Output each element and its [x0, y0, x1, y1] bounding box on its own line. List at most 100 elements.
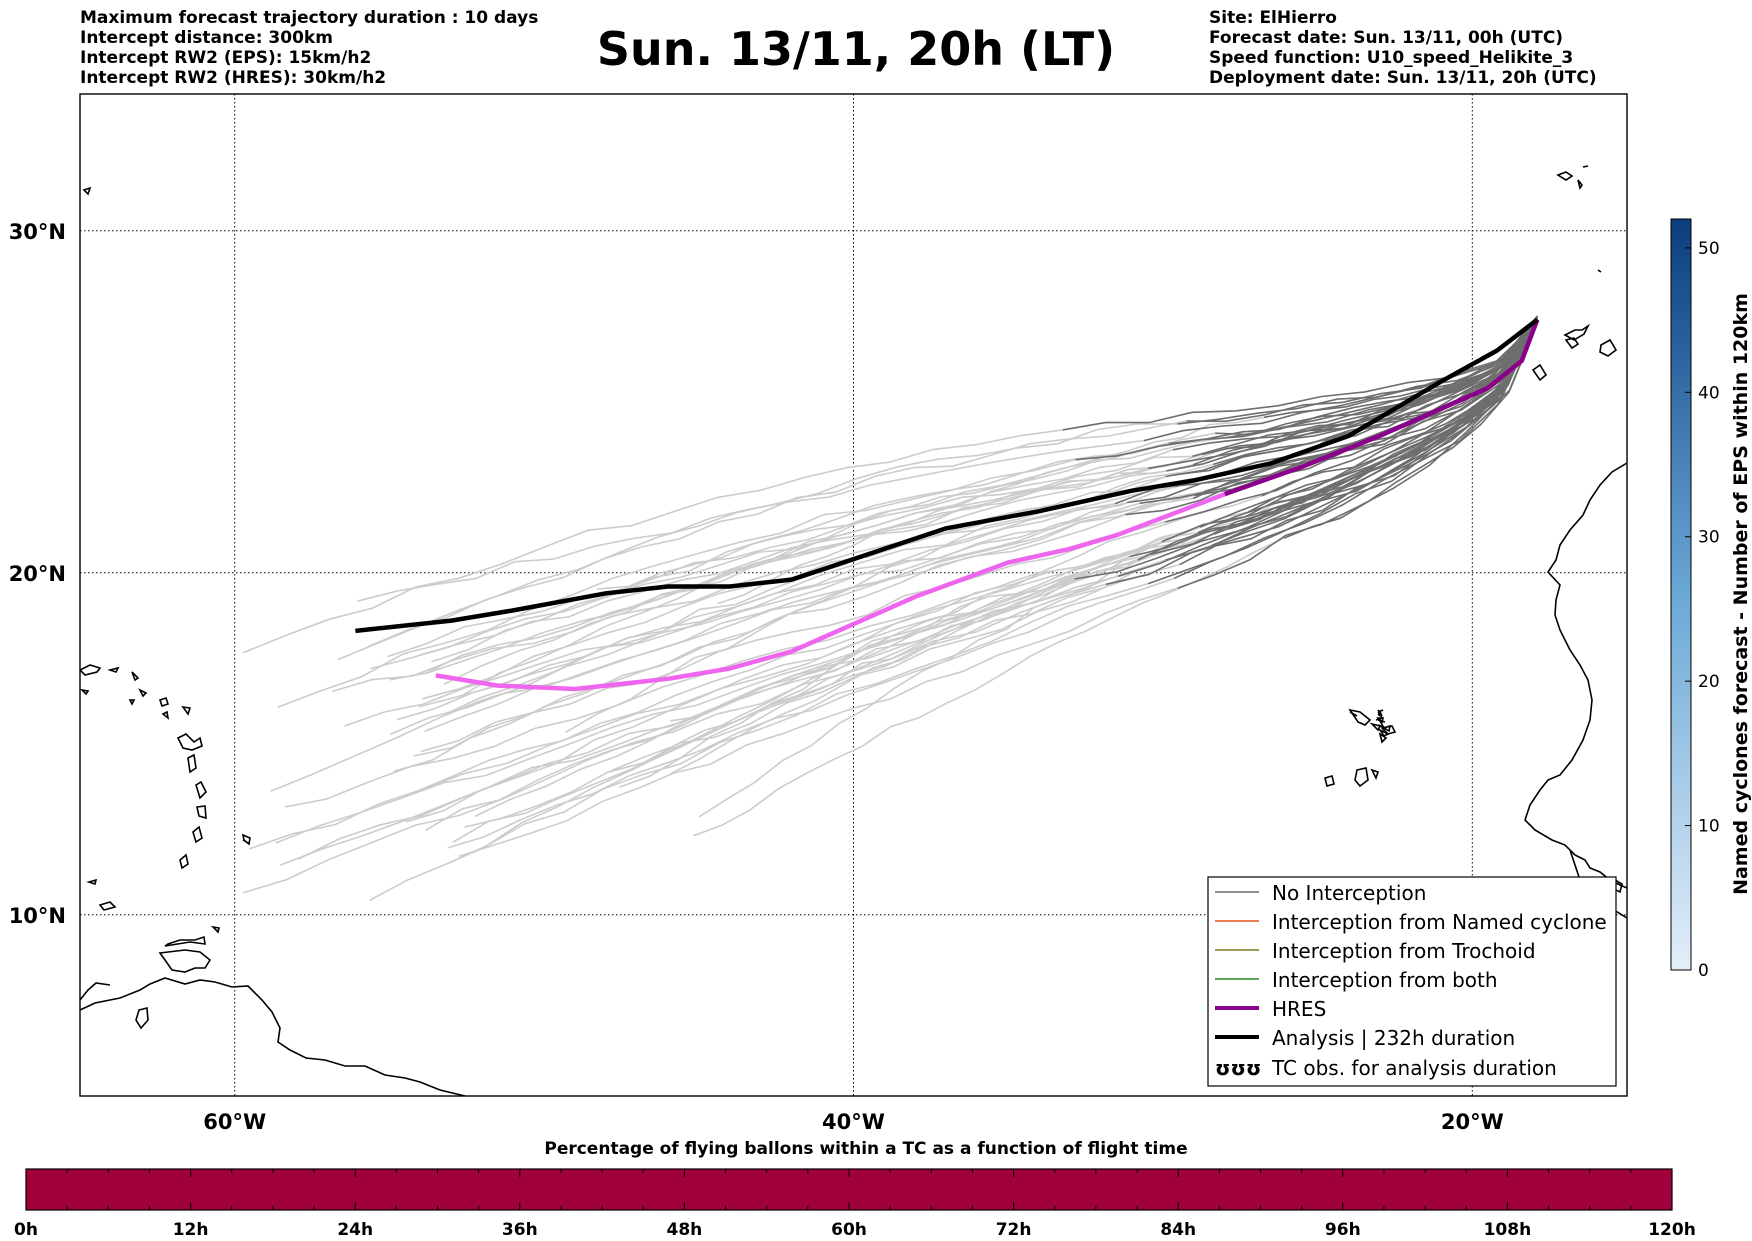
- madeira-2: [1577, 179, 1583, 190]
- eps-trajectory-light: [242, 429, 1063, 654]
- trinidad-south: [158, 949, 212, 973]
- island-leeward-3: [128, 699, 136, 706]
- cape-verde-brava: [1370, 768, 1380, 781]
- madeira-3: [1582, 165, 1589, 168]
- africa-coast: [1524, 462, 1627, 889]
- cape-verde-10: [1377, 709, 1381, 713]
- eps-trajectory-light: [458, 587, 1179, 858]
- eps-trajectory-dark: [1161, 323, 1538, 543]
- eps-trajectory-dark: [1125, 320, 1538, 516]
- header-right-line-4: Deployment date: Sun. 13/11, 20h (UTC): [1209, 68, 1597, 88]
- colorbar-gradient: [1670, 218, 1692, 971]
- legend-box: [1207, 876, 1617, 1087]
- colorbar-tick-label: 40: [1698, 383, 1720, 403]
- eps-trajectory-light: [367, 420, 1187, 648]
- header-left-line-3: Intercept RW2 (EPS): 15km/h2: [80, 48, 372, 68]
- time-bar-tick-label: 96h: [1325, 1220, 1361, 1240]
- eps-trajectory-light: [279, 575, 1119, 866]
- lesser-antilles-3: [196, 805, 207, 820]
- analysis-track: [355, 317, 1539, 634]
- eps-trajectory-light: [396, 481, 1196, 721]
- lon-tick-label: 20°W: [1441, 1110, 1504, 1134]
- colorbar-ticks: 0 10 20 30 40 50: [1685, 239, 1720, 981]
- eps-trajectory-light: [424, 470, 1167, 675]
- eps-trajectory-light: [270, 503, 1116, 792]
- eps-trajectory-light: [717, 416, 1265, 605]
- lesser-antilles-4: [195, 780, 207, 800]
- time-bar-tick-label: 24h: [337, 1220, 373, 1240]
- eps-trajectory-dark: [1186, 323, 1538, 423]
- lon-tick-label: 40°W: [822, 1110, 885, 1134]
- colorbar-label: Named cyclones forecast - Number of EPS …: [1730, 293, 1752, 895]
- legend-swatch-tc-obs: ʊʊʊ: [1215, 1056, 1261, 1080]
- eps-trajectory-light: [357, 439, 1145, 602]
- header-left: Maximum forecast trajectory duration : 1…: [80, 8, 538, 88]
- time-bar-tick-label: 84h: [1160, 1220, 1196, 1240]
- madeira: [1556, 171, 1574, 181]
- margarita: [98, 901, 117, 911]
- virgin-islands-3: [131, 671, 140, 682]
- header-right: Site: ElHierro Forecast date: Sun. 13/11…: [1209, 8, 1597, 88]
- colorbar-tick-label: 20: [1698, 672, 1720, 692]
- legend-label-trochoid: Interception from Trochoid: [1272, 939, 1536, 963]
- header-right-line-3: Speed function: U10_speed_Helikite_3: [1209, 48, 1574, 68]
- cape-verde-santiago: [1354, 767, 1369, 788]
- eps-trajectory-dark: [1075, 323, 1538, 461]
- cape-verde-isl-2: [1377, 724, 1385, 728]
- cape-verde-7: [1377, 727, 1390, 738]
- legend-label-named-cyclone: Interception from Named cyclone: [1272, 910, 1607, 934]
- legend-label-both: Interception from both: [1272, 968, 1498, 992]
- colorbar-tick-label: 10: [1698, 817, 1720, 837]
- legend-label-tc-obs: TC obs. for analysis duration: [1271, 1056, 1557, 1080]
- hres-track-late: [435, 491, 1226, 692]
- time-bar-tick-label: 72h: [996, 1220, 1032, 1240]
- time-bar-tick-label: 120h: [1648, 1220, 1696, 1240]
- lat-tick-label: 30°N: [9, 220, 66, 244]
- tobago: [210, 925, 220, 934]
- colorbar: 0 10 20 30 40 50 Named cyclones forecast - Nu…: [1670, 218, 1752, 981]
- eps-trajectory-light: [464, 563, 1180, 828]
- time-bar-tick-label: 0h: [14, 1220, 38, 1240]
- eps-trajectory-light: [420, 521, 1166, 753]
- island-barbuda: [242, 839, 249, 844]
- lesser-antilles-5: [187, 753, 197, 774]
- canary-islands-2: [1599, 338, 1618, 357]
- island-2: [86, 878, 98, 886]
- time-bar: Percentage of flying ballons within a TC…: [14, 1139, 1696, 1240]
- colorbar-tick-label: 0: [1698, 961, 1709, 981]
- cape-verde-fogo: [1324, 775, 1335, 787]
- eps-trajectory-light: [331, 485, 1176, 693]
- cape-verde-boavista-isl: [1378, 732, 1388, 744]
- eps-trajectory-light: [389, 464, 1194, 681]
- time-bar-tick-label: 108h: [1484, 1220, 1532, 1240]
- cape-verde-santo-antao: [1377, 711, 1383, 717]
- cape-verde-boa: [1379, 713, 1383, 719]
- lat-tick-label: 10°N: [9, 904, 66, 928]
- legend-label-analysis: Analysis | 232h duration: [1272, 1026, 1515, 1050]
- eps-trajectory-light: [370, 467, 1149, 670]
- guadeloupe: [176, 733, 203, 751]
- coastlines: [80, 165, 1627, 1096]
- canary-islands-1: [1531, 363, 1548, 382]
- eps-trajectory-dark: [1143, 320, 1538, 442]
- time-bar-title: Percentage of flying ballons within a TC…: [544, 1139, 1187, 1159]
- header-left-line-2: Intercept distance: 300km: [80, 28, 333, 48]
- eps-trajectory-dark: [1147, 321, 1539, 585]
- eps-trajectory-light: [413, 513, 1126, 757]
- eps-trajectory-light: [405, 531, 1198, 823]
- eps-trajectory-dark: [1165, 315, 1538, 478]
- eps-trajectory-light: [655, 533, 1215, 759]
- eps-trajectory-light: [443, 449, 1174, 685]
- eps-trajectory-light: [249, 553, 1152, 850]
- eps-trajectories-light: [242, 416, 1285, 902]
- eps-trajectory-light: [277, 458, 1076, 709]
- lesser-antilles-1: [179, 853, 189, 870]
- eps-trajectory-light: [419, 453, 1203, 656]
- island-leeward-2: [161, 710, 170, 720]
- time-bar-ticks: 0h 12h 24h 36h 48h 60h 72h 84h 96h 108h 120h: [14, 1169, 1696, 1240]
- virgin-islands-4: [138, 688, 148, 698]
- eps-trajectory-light: [418, 501, 1128, 708]
- eps-trajectory-light: [275, 578, 1075, 844]
- header-right-line-2: Forecast date: Sun. 13/11, 00h (UTC): [1209, 28, 1564, 48]
